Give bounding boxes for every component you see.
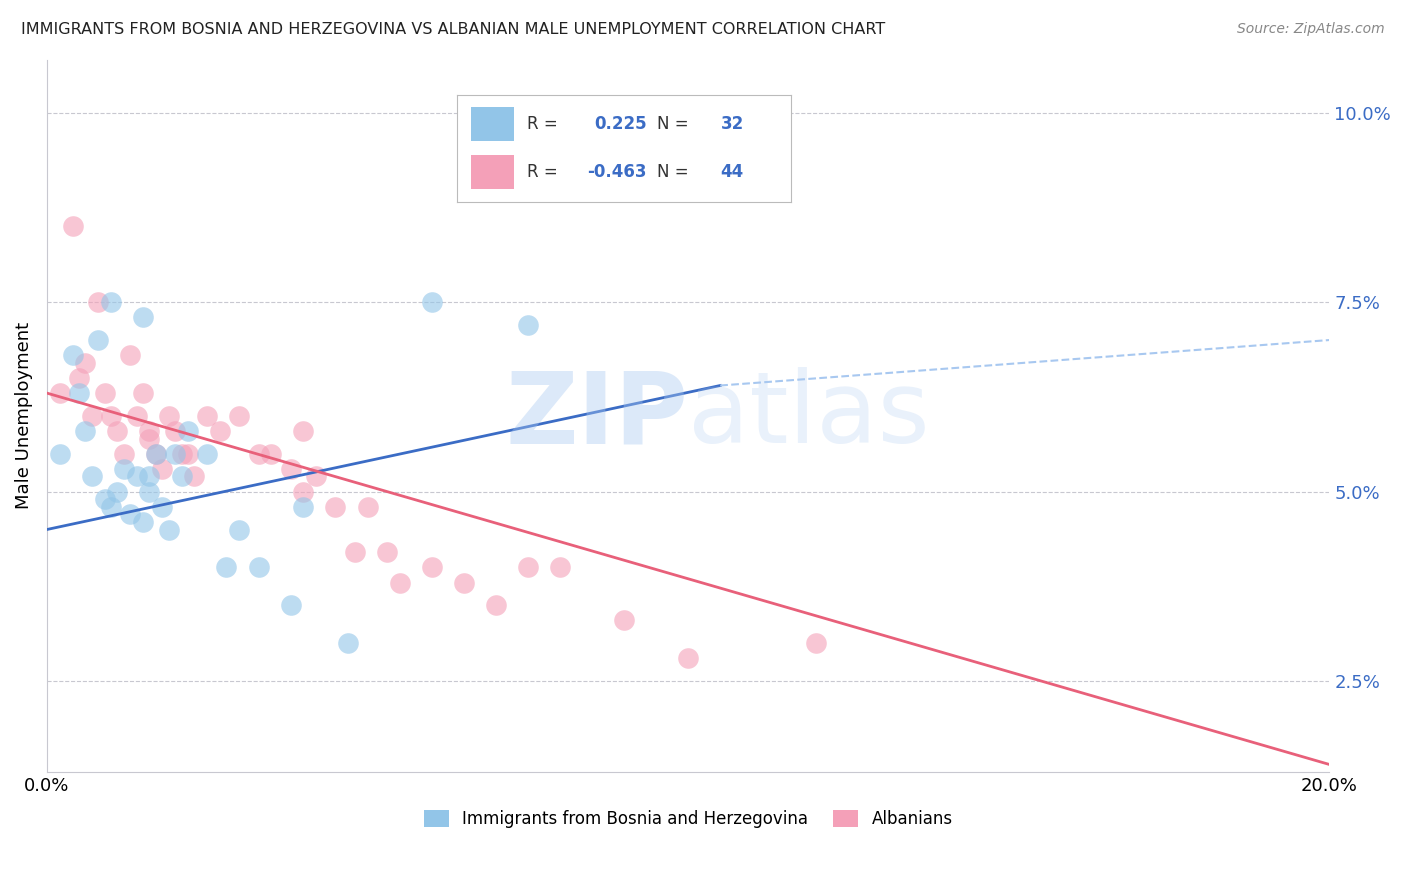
- Point: [548, 560, 571, 574]
- Point: [247, 447, 270, 461]
- Point: [100, 409, 122, 423]
- Point: [150, 462, 173, 476]
- Point: [87, 333, 110, 347]
- Point: [62, 219, 84, 234]
- Point: [67, 386, 90, 401]
- Point: [48, 386, 70, 401]
- Point: [100, 295, 122, 310]
- Text: ZIP: ZIP: [505, 368, 688, 465]
- Point: [208, 424, 231, 438]
- Point: [125, 409, 148, 423]
- Point: [177, 447, 200, 461]
- Point: [157, 523, 180, 537]
- Point: [87, 295, 110, 310]
- Point: [516, 560, 538, 574]
- Point: [485, 599, 508, 613]
- Point: [138, 484, 160, 499]
- Point: [228, 523, 250, 537]
- Text: Source: ZipAtlas.com: Source: ZipAtlas.com: [1237, 22, 1385, 37]
- Point: [516, 318, 538, 332]
- Point: [292, 500, 315, 514]
- Point: [215, 560, 238, 574]
- Point: [292, 484, 315, 499]
- Point: [195, 447, 218, 461]
- Text: atlas: atlas: [688, 368, 929, 465]
- Point: [150, 500, 173, 514]
- Point: [420, 560, 443, 574]
- Point: [337, 636, 360, 650]
- Point: [420, 295, 443, 310]
- Point: [292, 424, 315, 438]
- Point: [132, 310, 155, 325]
- Point: [157, 409, 180, 423]
- Point: [93, 386, 115, 401]
- Point: [112, 462, 135, 476]
- Y-axis label: Male Unemployment: Male Unemployment: [15, 322, 32, 509]
- Point: [62, 348, 84, 362]
- Point: [183, 469, 205, 483]
- Point: [132, 515, 155, 529]
- Point: [80, 409, 103, 423]
- Point: [67, 371, 90, 385]
- Point: [112, 447, 135, 461]
- Point: [145, 447, 167, 461]
- Point: [170, 447, 193, 461]
- Point: [325, 500, 347, 514]
- Point: [100, 500, 122, 514]
- Point: [613, 614, 636, 628]
- Point: [107, 424, 129, 438]
- Point: [195, 409, 218, 423]
- Point: [93, 492, 115, 507]
- Point: [48, 447, 70, 461]
- Point: [247, 560, 270, 574]
- Point: [120, 348, 142, 362]
- Point: [80, 469, 103, 483]
- Point: [676, 651, 699, 665]
- Point: [107, 484, 129, 499]
- Point: [356, 500, 378, 514]
- Point: [280, 599, 302, 613]
- Point: [375, 545, 398, 559]
- Point: [132, 386, 155, 401]
- Text: IMMIGRANTS FROM BOSNIA AND HERZEGOVINA VS ALBANIAN MALE UNEMPLOYMENT CORRELATION: IMMIGRANTS FROM BOSNIA AND HERZEGOVINA V…: [21, 22, 886, 37]
- Point: [75, 424, 97, 438]
- Point: [280, 462, 302, 476]
- Point: [145, 447, 167, 461]
- Point: [260, 447, 283, 461]
- Point: [388, 575, 411, 590]
- Legend: Immigrants from Bosnia and Herzegovina, Albanians: Immigrants from Bosnia and Herzegovina, …: [418, 804, 959, 835]
- Point: [125, 469, 148, 483]
- Point: [453, 575, 475, 590]
- Point: [138, 469, 160, 483]
- Point: [177, 424, 200, 438]
- Point: [170, 469, 193, 483]
- Point: [120, 508, 142, 522]
- Point: [228, 409, 250, 423]
- Point: [138, 424, 160, 438]
- Point: [165, 447, 187, 461]
- Point: [138, 432, 160, 446]
- Point: [806, 636, 828, 650]
- Point: [165, 424, 187, 438]
- Point: [343, 545, 366, 559]
- Point: [75, 356, 97, 370]
- Point: [305, 469, 328, 483]
